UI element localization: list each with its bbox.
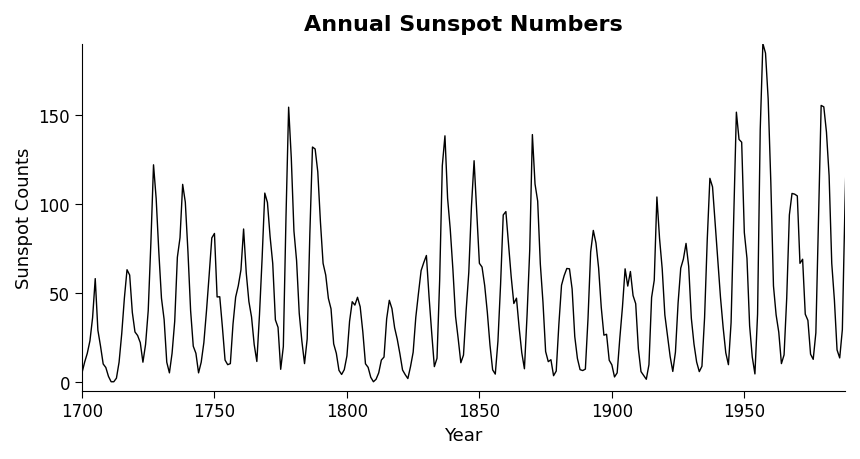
Y-axis label: Sunspot Counts: Sunspot Counts (15, 147, 33, 288)
Title: Annual Sunspot Numbers: Annual Sunspot Numbers (304, 15, 623, 35)
X-axis label: Year: Year (445, 426, 482, 444)
